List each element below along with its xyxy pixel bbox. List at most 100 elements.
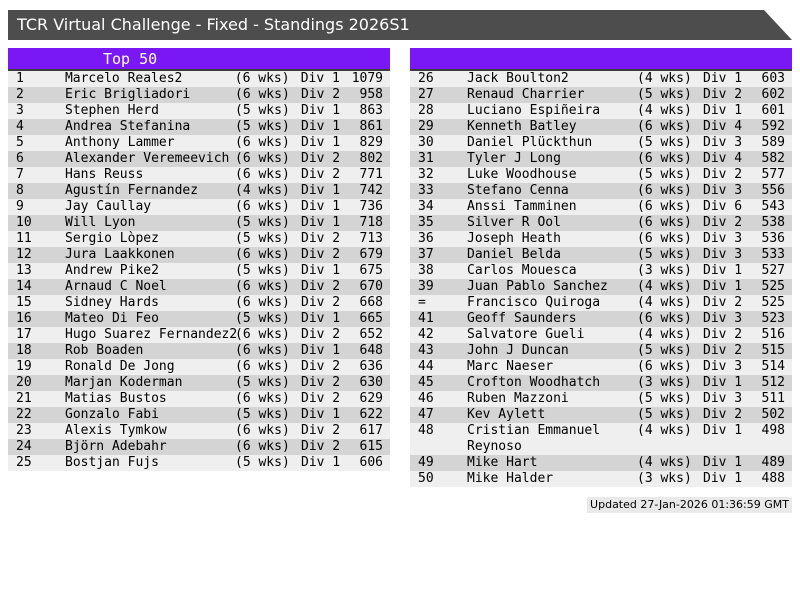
weeks-cell: (6 wks) — [637, 199, 692, 214]
points-cell: 577 — [761, 167, 785, 182]
weeks-cell: (6 wks) — [637, 359, 692, 374]
table-row: 10 Will Lyon (5 wks) Div 1 718 — [8, 215, 390, 231]
division-cell: Div 1 — [300, 71, 340, 86]
weeks-cell: (6 wks) — [637, 119, 692, 134]
division-cell: Div 3 — [703, 247, 743, 262]
division-cell: Div 2 — [301, 327, 341, 342]
rank-cell: 10 — [16, 215, 32, 230]
points-cell: 602 — [761, 87, 785, 102]
division-cell: Div 3 — [703, 231, 743, 246]
table-row: 44 Marc Naeser (6 wks) Div 3 514 — [410, 359, 792, 375]
driver-name-cell: Hugo Suarez Fernandez2 — [65, 327, 238, 342]
rank-cell: 38 — [418, 263, 434, 278]
division-cell: Div 1 — [703, 103, 743, 118]
table-row: 17 Hugo Suarez Fernandez2 (6 wks) Div 2 … — [8, 327, 390, 343]
rank-cell: 33 — [418, 183, 434, 198]
rank-cell: 17 — [16, 327, 32, 342]
points-cell: 829 — [359, 135, 383, 150]
table-row: 50 Mike Halder (3 wks) Div 1 488 — [410, 471, 792, 487]
rank-cell: 50 — [418, 471, 434, 486]
division-cell: Div 1 — [301, 311, 341, 326]
table-row: 3 Stephen Herd (5 wks) Div 1 863 — [8, 103, 390, 119]
driver-name-cell: Sergio Lòpez — [65, 231, 159, 246]
points-cell: 523 — [761, 311, 785, 326]
table-row: 22 Gonzalo Fabi (5 wks) Div 1 622 — [8, 407, 390, 423]
rank-cell: 31 — [418, 151, 434, 166]
division-cell: Div 1 — [703, 471, 743, 486]
points-cell: 603 — [761, 71, 785, 86]
table-row: 33 Stefano Cenna (6 wks) Div 3 556 — [410, 183, 792, 199]
points-cell: 802 — [359, 151, 383, 166]
points-cell: 525 — [761, 295, 785, 310]
division-cell: Div 2 — [301, 231, 341, 246]
rank-cell: 24 — [16, 439, 32, 454]
weeks-cell: (5 wks) — [235, 103, 290, 118]
weeks-cell: (6 wks) — [235, 135, 290, 150]
division-cell: Div 3 — [703, 135, 743, 150]
table-row: 21 Matias Bustos (6 wks) Div 2 629 — [8, 391, 390, 407]
rank-cell: 34 — [418, 199, 434, 214]
rank-cell: 3 — [16, 103, 24, 118]
driver-name-cell: Salvatore Gueli — [467, 327, 585, 342]
table-row: 11 Sergio Lòpez (5 wks) Div 2 713 — [8, 231, 390, 247]
weeks-cell: (4 wks) — [637, 279, 692, 294]
weeks-cell: (5 wks) — [235, 311, 290, 326]
rank-cell: 20 — [16, 375, 32, 390]
division-cell: Div 1 — [301, 263, 341, 278]
table-row: 5 Anthony Lammer (6 wks) Div 1 829 — [8, 135, 390, 151]
table-row: 8 Agustín Fernandez (4 wks) Div 1 742 — [8, 183, 390, 199]
division-cell: Div 1 — [301, 215, 341, 230]
division-cell: Div 4 — [703, 119, 743, 134]
table-row: 49 Mike Hart (4 wks) Div 1 489 — [410, 455, 792, 471]
weeks-cell: (6 wks) — [235, 167, 290, 182]
table-row: 15 Sidney Hards (6 wks) Div 2 668 — [8, 295, 390, 311]
table-row: 24 Björn Adebahr (6 wks) Div 2 615 — [8, 439, 390, 455]
rank-cell: 2 — [16, 87, 24, 102]
points-cell: 679 — [359, 247, 383, 262]
table-row: 46 Ruben Mazzoni (5 wks) Div 3 511 — [410, 391, 792, 407]
weeks-cell: (5 wks) — [235, 231, 290, 246]
points-cell: 713 — [359, 231, 383, 246]
driver-name-cell: Kenneth Batley — [467, 119, 577, 134]
rank-cell: 25 — [16, 455, 32, 470]
weeks-cell: (6 wks) — [235, 199, 290, 214]
rank-cell: 26 — [418, 71, 434, 86]
driver-name-cell: Stefano Cenna — [467, 183, 569, 198]
top50-label: Top 50 — [103, 50, 158, 68]
driver-name-cell: Luciano Espiñeira — [467, 103, 601, 118]
rank-cell: 9 — [16, 199, 24, 214]
points-cell: 514 — [761, 359, 785, 374]
table-row: 1 Marcelo Reales2 (6 wks) Div 1 1079 — [8, 71, 390, 87]
rank-cell: 12 — [16, 247, 32, 262]
weeks-cell: (4 wks) — [637, 71, 692, 86]
table-row: 34 Anssi Tamminen (6 wks) Div 6 543 — [410, 199, 792, 215]
points-cell: 527 — [761, 263, 785, 278]
driver-name-cell: Silver R Ool — [467, 215, 561, 230]
division-cell: Div 1 — [301, 455, 341, 470]
driver-name-cell: Marcelo Reales2 — [64, 71, 183, 86]
division-cell: Div 2 — [301, 279, 341, 294]
rank-cell: 35 — [418, 215, 434, 230]
division-cell: Div 2 — [301, 391, 341, 406]
rank-cell: 45 — [418, 375, 434, 390]
rank-cell: 14 — [16, 279, 32, 294]
division-cell: Div 1 — [703, 279, 743, 294]
table-row: 48 Cristian Emmanuel Reynoso (4 wks) Div … — [410, 423, 792, 455]
division-cell: Div 1 — [301, 343, 341, 358]
table-row: 37 Daniel Belda (5 wks) Div 3 533 — [410, 247, 792, 263]
table-row: 43 John J Duncan (5 wks) Div 2 515 — [410, 343, 792, 359]
division-cell: Div 2 — [703, 343, 743, 358]
rank-cell: 11 — [16, 231, 32, 246]
points-cell: 502 — [761, 407, 785, 422]
weeks-cell: (6 wks) — [637, 151, 692, 166]
table-row: 13 Andrew Pike2 (5 wks) Div 1 675 — [8, 263, 390, 279]
driver-name-cell: Will Lyon — [65, 215, 136, 230]
table-row: 25 Bostjan Fujs (5 wks) Div 1 606 — [8, 455, 390, 471]
table-row: 42 Salvatore Gueli (4 wks) Div 2 516 — [410, 327, 792, 343]
driver-name-cell: Renaud Charrier — [467, 87, 585, 102]
driver-name-cell: Jay Caullay — [65, 199, 152, 214]
table-row: 30 Daniel Plückthun (5 wks) Div 3 589 — [410, 135, 792, 151]
weeks-cell: (3 wks) — [637, 375, 692, 390]
points-cell: 670 — [359, 279, 383, 294]
points-cell: 861 — [359, 119, 383, 134]
